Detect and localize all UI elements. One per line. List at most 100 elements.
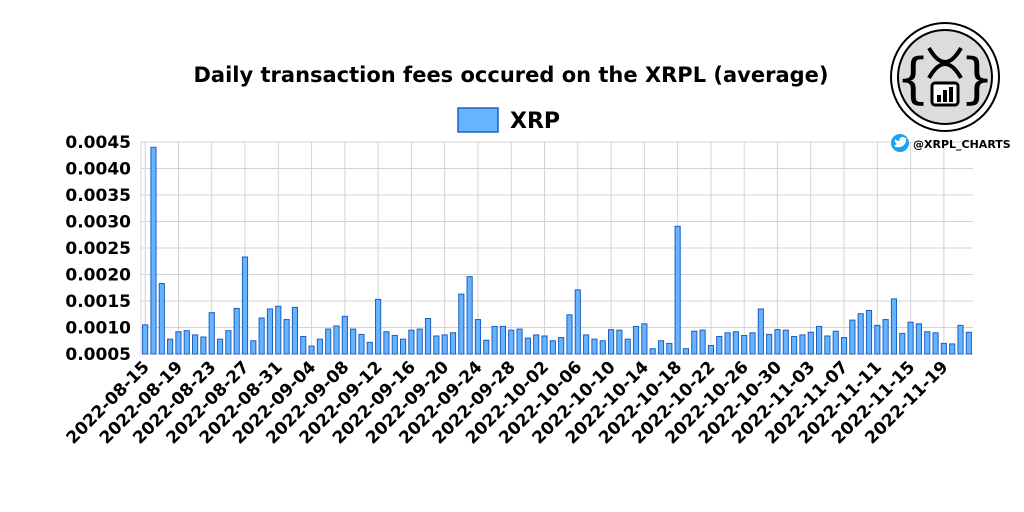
- bar-xrp: [949, 343, 956, 355]
- bar-xrp: [840, 337, 848, 355]
- bar-xrp: [807, 331, 814, 355]
- y-tick-label: 0.0045: [65, 133, 131, 153]
- bar-xrp: [208, 312, 215, 355]
- bar-xrp: [915, 323, 922, 355]
- bar-xrp: [874, 324, 881, 355]
- twitter-handle-text: @XRPL_CHARTS: [913, 138, 1011, 151]
- bar-xrp: [375, 298, 382, 355]
- bar-xrp: [341, 315, 348, 355]
- bar-xrp: [458, 293, 465, 355]
- bar-xrp: [791, 336, 798, 355]
- bar-xrp: [499, 325, 506, 355]
- bar-xrp: [158, 283, 165, 355]
- bar-xrp: [491, 325, 498, 355]
- bar-xrp: [682, 348, 690, 355]
- chart-title: Daily transaction fees occured on the XR…: [194, 63, 829, 87]
- bar-xrp: [707, 345, 714, 355]
- bar-xrp: [641, 323, 648, 355]
- bar-xrp: [774, 329, 781, 355]
- bar-xrp: [782, 329, 789, 355]
- bar-xrp: [433, 335, 440, 355]
- bar-xrp: [175, 331, 182, 355]
- bar-xrp: [275, 305, 282, 355]
- bar-xrp: [899, 332, 906, 355]
- bar-xrp: [716, 336, 723, 355]
- bar-xrp: [691, 330, 698, 355]
- bar-xrp: [167, 338, 174, 355]
- bar-xrp: [549, 340, 556, 355]
- bar-xrp: [599, 340, 606, 355]
- logo-right-brace-icon: }: [960, 47, 994, 110]
- y-tick-label: 0.0005: [65, 345, 131, 365]
- bar-xrp: [300, 336, 307, 355]
- bar-xrp: [424, 317, 432, 355]
- bar-xrp: [483, 339, 490, 355]
- bar-xrp: [940, 342, 947, 355]
- logo-chart-bar-3: [949, 87, 953, 102]
- bar-xrp: [890, 298, 898, 355]
- bar-xrp: [441, 334, 448, 355]
- bar-xrp: [882, 319, 889, 355]
- bar-xrp: [566, 314, 573, 355]
- bar-xrp: [200, 336, 207, 355]
- y-tick-label: 0.0010: [65, 319, 131, 339]
- logo-chart-bar-2: [943, 90, 947, 102]
- y-tick-label: 0.0015: [65, 292, 131, 312]
- twitter-bird-icon: [894, 137, 907, 148]
- bar-xrp: [400, 338, 407, 355]
- bar-xrp: [932, 332, 939, 355]
- bar-xrp: [591, 338, 598, 355]
- bar-xrp: [616, 329, 623, 355]
- bar-xrp: [350, 328, 357, 355]
- bar-xrp: [624, 338, 631, 355]
- bar-xrp: [266, 308, 274, 355]
- bar-xrp: [608, 329, 615, 355]
- bar-xrp: [216, 338, 224, 355]
- bar-xrp: [258, 317, 265, 355]
- bars: [142, 146, 972, 355]
- bar-xrp: [965, 331, 972, 355]
- bar-xrp: [325, 328, 332, 355]
- bar-xrp: [391, 334, 398, 355]
- bar-xrp: [316, 338, 323, 355]
- bar-xrp: [192, 334, 199, 355]
- y-tick-label: 0.0025: [65, 239, 131, 259]
- bar-xrp: [857, 313, 864, 355]
- bar-xrp: [574, 289, 581, 355]
- bar-xrp: [666, 342, 673, 355]
- gridlines: [140, 141, 973, 355]
- bar-xrp: [233, 307, 240, 355]
- bar-xrp: [732, 331, 739, 355]
- bar-xrp: [816, 325, 823, 355]
- bar-xrp: [333, 325, 340, 355]
- bar-xrp: [766, 333, 773, 355]
- logo-inner-circle: [897, 29, 993, 125]
- bar-xrp: [408, 329, 415, 355]
- legend: XRP: [457, 107, 560, 134]
- bar-xrp: [924, 331, 931, 355]
- x-axis-ticks: 2022-08-152022-08-192022-08-232022-08-27…: [63, 357, 953, 448]
- bar-xrp: [308, 345, 315, 355]
- logo-chart-bar-1: [937, 95, 941, 102]
- bar-xrp: [474, 319, 482, 355]
- bar-xrp: [466, 276, 473, 355]
- bar-xrp: [533, 334, 540, 355]
- bar-xrp: [741, 334, 748, 355]
- brand-logo: { }: [890, 22, 1000, 132]
- bar-xrp: [416, 328, 423, 355]
- bar-xrp: [508, 329, 515, 355]
- bar-xrp: [865, 310, 873, 355]
- bar-xrp: [150, 146, 157, 355]
- bar-xrp: [516, 328, 523, 355]
- bar-xrp: [649, 348, 656, 355]
- bar-xrp: [757, 308, 764, 355]
- bar-xrp: [657, 340, 665, 355]
- bar-xrp: [749, 332, 756, 355]
- logo-left-brace-icon: {: [896, 47, 930, 110]
- legend-swatch-xrp: [457, 107, 499, 133]
- twitter-handle: @XRPL_CHARTS: [891, 134, 1011, 152]
- bar-xrp: [632, 325, 640, 355]
- bar-xrp: [799, 334, 806, 355]
- bar-xrp: [541, 335, 548, 355]
- bar-xrp: [283, 319, 290, 355]
